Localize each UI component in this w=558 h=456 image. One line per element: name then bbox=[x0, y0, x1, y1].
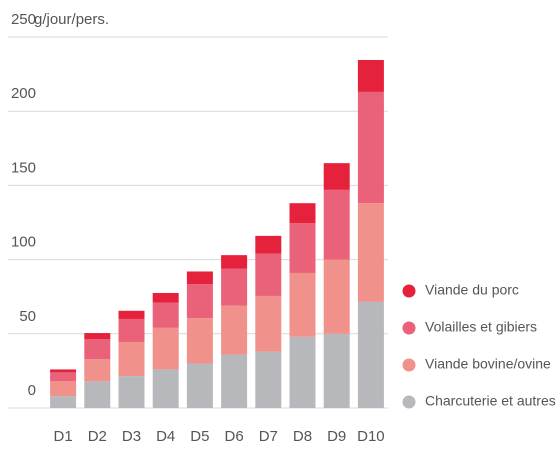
bar-segment bbox=[118, 341, 145, 377]
bar-segment bbox=[357, 91, 384, 204]
bar-segment bbox=[255, 253, 282, 296]
bar-segment bbox=[152, 327, 179, 370]
bar-segment bbox=[357, 203, 384, 302]
x-tick-label: D5 bbox=[190, 428, 209, 445]
legend-label: Charcuterie et autres bbox=[425, 393, 556, 409]
bar-segment bbox=[289, 203, 316, 224]
bar-segment bbox=[221, 354, 248, 408]
y-axis-label: g/jour/pers. bbox=[34, 11, 109, 28]
y-tick-label: 0 bbox=[28, 382, 36, 399]
bar-segment bbox=[289, 223, 316, 273]
bar-segment bbox=[186, 318, 213, 364]
bar-segment bbox=[323, 259, 350, 334]
y-tick-label: 100 bbox=[11, 234, 36, 251]
x-tick-label: D2 bbox=[88, 428, 107, 445]
bar-segment bbox=[152, 302, 179, 328]
legend-label: Viande du porc bbox=[425, 282, 519, 298]
bar-segment bbox=[323, 163, 350, 190]
bar-segment bbox=[84, 333, 111, 339]
bar-segment bbox=[186, 363, 213, 408]
bar-segment bbox=[255, 351, 282, 408]
bar-segment bbox=[50, 396, 77, 408]
bar-segment bbox=[186, 271, 213, 285]
bar-segment bbox=[186, 284, 213, 319]
legend-marker bbox=[402, 321, 416, 335]
bar-segment bbox=[357, 60, 384, 92]
bar-segment bbox=[255, 295, 282, 352]
legend-marker bbox=[402, 358, 416, 372]
bar-segment bbox=[50, 372, 77, 382]
bar-segment bbox=[84, 381, 111, 408]
x-tick-label: D1 bbox=[54, 428, 73, 445]
bar-segment bbox=[323, 333, 350, 408]
y-tick-label: 50 bbox=[19, 308, 36, 325]
bar-segment bbox=[221, 255, 248, 269]
bar-segment bbox=[152, 292, 179, 303]
bar-segment bbox=[118, 318, 145, 342]
y-tick-label: 250 bbox=[11, 11, 36, 28]
bar-segment bbox=[289, 336, 316, 408]
bar-segment bbox=[289, 272, 316, 337]
bar-segment bbox=[323, 189, 350, 260]
bar-segment bbox=[118, 376, 145, 408]
bar-segment bbox=[118, 310, 145, 319]
legend-label: Viande bovine/ovine bbox=[425, 356, 551, 372]
bar-segment bbox=[357, 301, 384, 408]
legend-label: Volailles et gibiers bbox=[425, 319, 537, 335]
legend-marker bbox=[402, 284, 416, 298]
bar-segment bbox=[50, 369, 77, 373]
legend-marker bbox=[402, 395, 416, 409]
x-tick-label: D4 bbox=[156, 428, 175, 445]
bar-segment bbox=[84, 359, 111, 382]
bar-segment bbox=[84, 338, 111, 360]
bar-segment bbox=[255, 235, 282, 254]
x-tick-label: D6 bbox=[225, 428, 244, 445]
x-tick-label: D7 bbox=[259, 428, 278, 445]
x-tick-label: D8 bbox=[293, 428, 312, 445]
x-tick-label: D9 bbox=[327, 428, 346, 445]
y-tick-label: 150 bbox=[11, 159, 36, 176]
bar-segment bbox=[221, 305, 248, 355]
x-tick-label: D10 bbox=[357, 428, 385, 445]
bar-segment bbox=[152, 369, 179, 408]
x-tick-label: D3 bbox=[122, 428, 141, 445]
bar-segment bbox=[221, 268, 248, 306]
bar-segment bbox=[50, 381, 77, 397]
y-tick-label: 200 bbox=[11, 85, 36, 102]
